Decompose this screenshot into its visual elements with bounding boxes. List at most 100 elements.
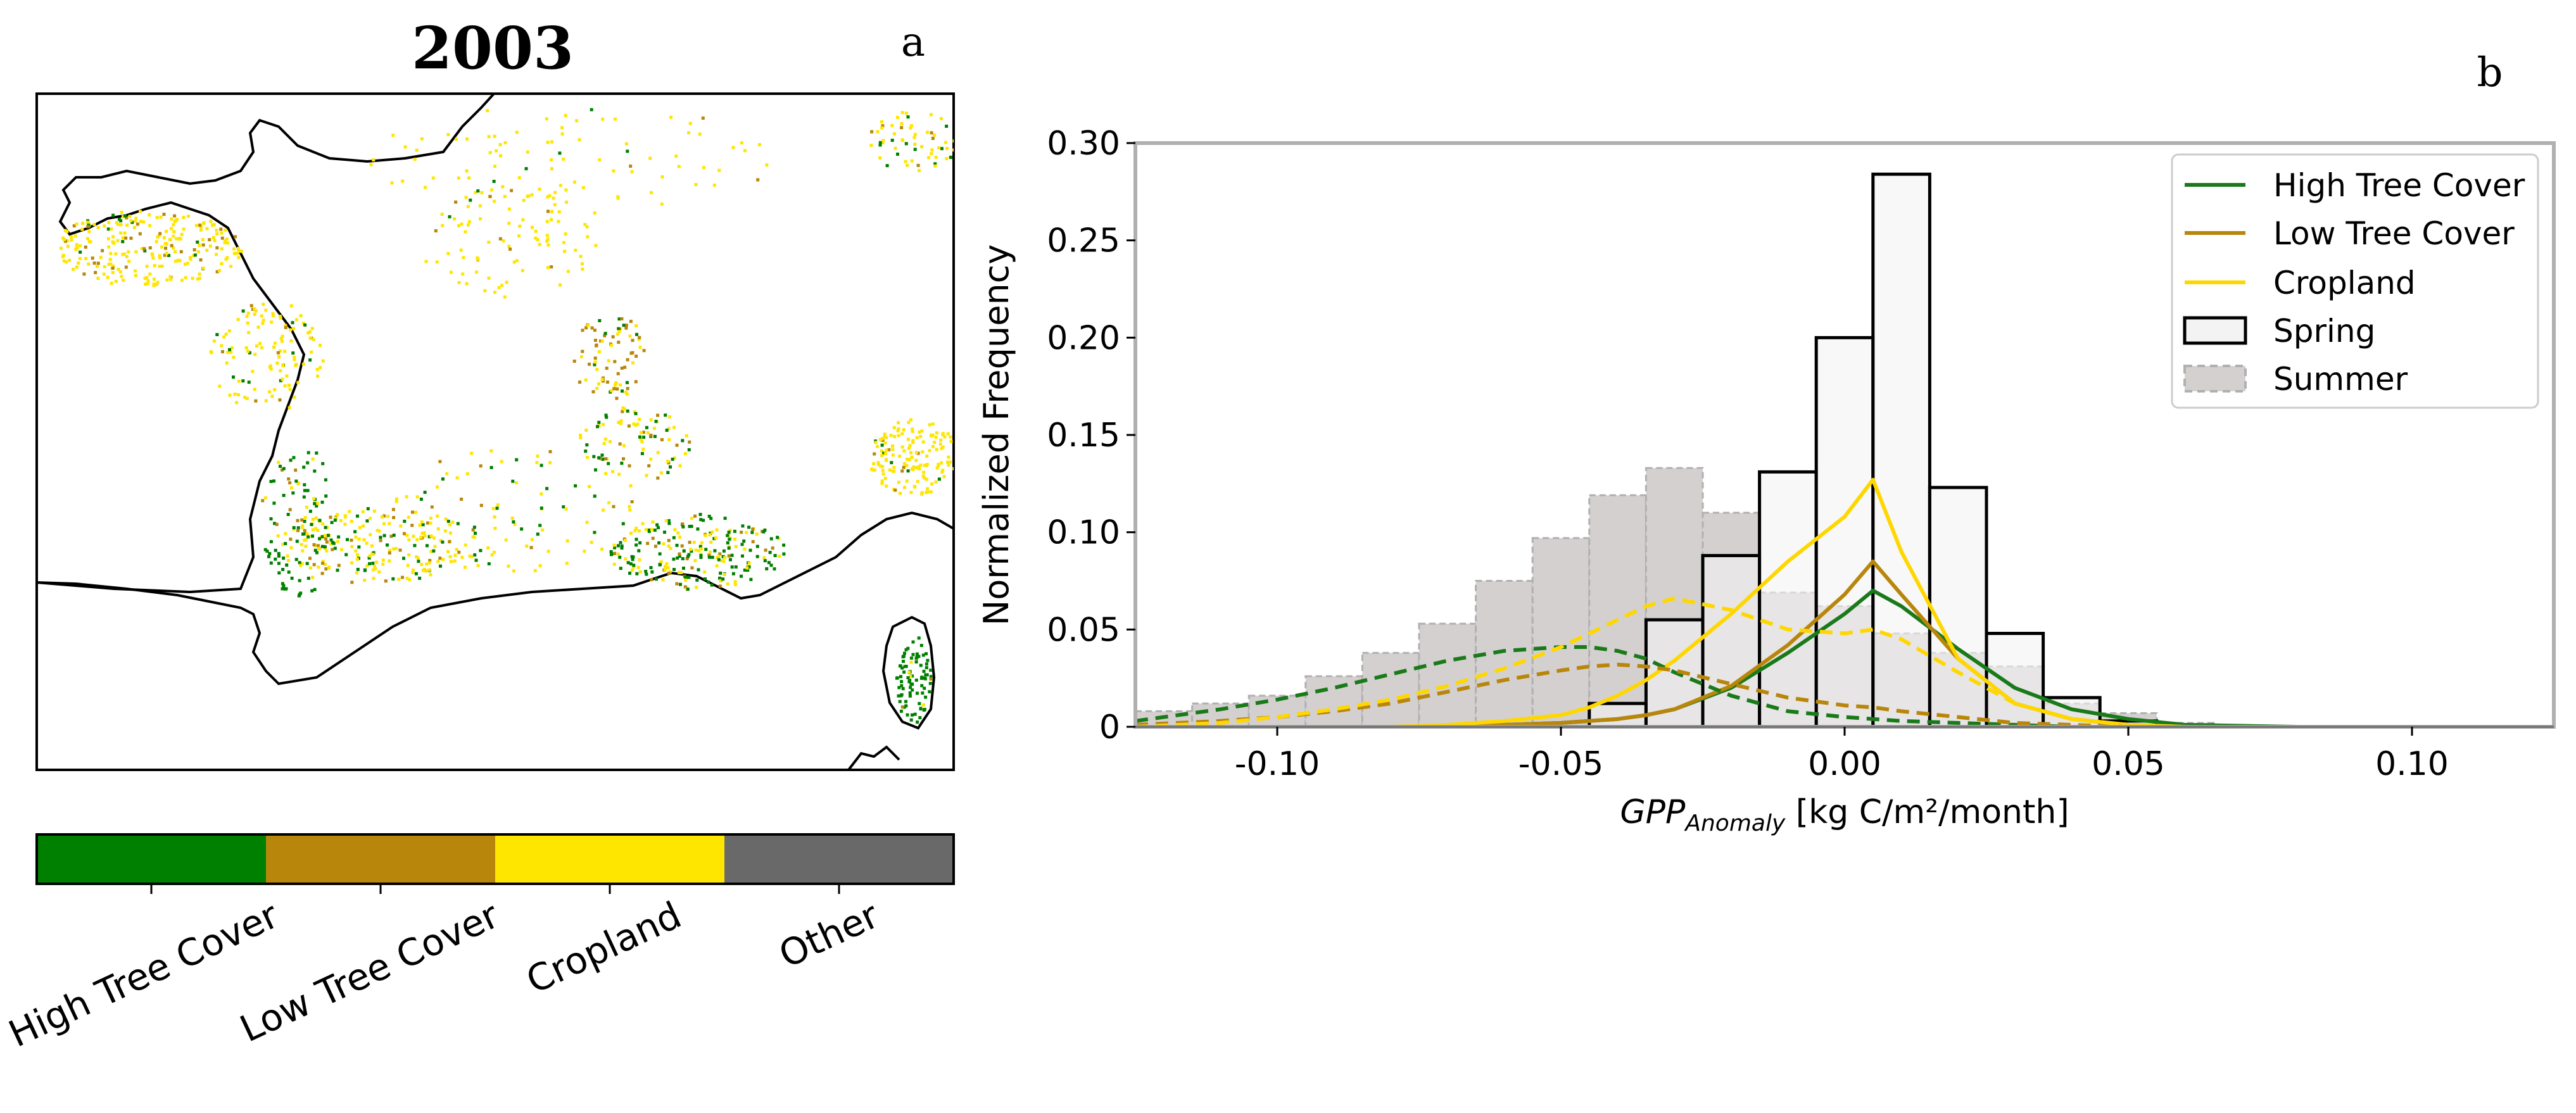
- map-pixel: [695, 578, 699, 582]
- map-pixel: [392, 533, 396, 537]
- map-pixel: [96, 261, 100, 265]
- map-pixel: [579, 434, 583, 437]
- colorbar-segment-low-tree-cover: [266, 834, 495, 884]
- map-pixel: [900, 111, 904, 115]
- map-pixel: [512, 520, 515, 524]
- map-pixel: [926, 490, 930, 494]
- map-pixel: [682, 567, 685, 570]
- map-pixel: [624, 142, 628, 146]
- map-pixel: [933, 134, 937, 137]
- map-pixel: [940, 470, 944, 474]
- map-pixel: [261, 322, 265, 325]
- map-pixel: [148, 213, 151, 217]
- map-pixel: [619, 422, 622, 425]
- map-pixel: [308, 566, 312, 570]
- map-pixel: [881, 465, 885, 468]
- map-pixel: [436, 514, 439, 518]
- map-pixel: [628, 508, 632, 512]
- map-pixel: [265, 550, 269, 553]
- map-pixel: [919, 707, 923, 711]
- map-pixel: [381, 558, 385, 562]
- map-pixel: [530, 538, 534, 541]
- map-pixel: [550, 218, 553, 222]
- map-pixel: [479, 464, 483, 468]
- map-pixel: [618, 555, 622, 559]
- map-pixel: [564, 188, 568, 192]
- map-pixel: [367, 556, 371, 560]
- map-pixel: [900, 445, 904, 449]
- map-pixel: [365, 564, 369, 568]
- map-pixel: [91, 256, 94, 260]
- map-pixel: [269, 480, 273, 483]
- map-pixel: [565, 539, 569, 543]
- map-pixel: [490, 553, 494, 556]
- map-pixel: [323, 534, 327, 538]
- map-pixel: [564, 114, 567, 118]
- map-pixel: [712, 537, 716, 541]
- map-pixel: [170, 217, 174, 221]
- panel-b-label: b: [2477, 49, 2503, 96]
- map-pixel: [910, 159, 914, 163]
- map-pixel: [687, 448, 691, 451]
- map-pixel: [633, 410, 636, 413]
- map-pixel: [110, 227, 113, 231]
- map-pixel: [220, 344, 224, 348]
- map-pixel: [384, 579, 388, 583]
- map-pixel: [531, 225, 534, 229]
- map-pixel: [106, 275, 110, 279]
- map-pixel: [169, 277, 173, 281]
- map-pixel: [941, 433, 945, 436]
- map-pixel: [319, 344, 322, 347]
- map-pixel: [881, 139, 885, 142]
- map-pixel: [469, 198, 472, 202]
- map-pixel: [313, 501, 317, 505]
- map-pixel: [902, 705, 906, 709]
- x-tick-label: 0.10: [2375, 745, 2449, 783]
- map-pixel: [898, 700, 902, 703]
- map-pixel: [430, 505, 434, 509]
- map-pixel: [672, 568, 676, 571]
- map-pixel: [246, 311, 250, 315]
- map-pixel: [159, 215, 163, 219]
- map-pixel: [258, 342, 262, 345]
- map-pixel: [593, 363, 597, 367]
- map-pixel: [377, 529, 381, 533]
- map-pixel: [631, 361, 635, 365]
- map-pixel: [174, 260, 177, 263]
- map-pixel: [368, 554, 372, 558]
- map-pixel: [289, 339, 293, 343]
- map-pixel: [928, 690, 931, 694]
- map-pixel: [468, 554, 472, 558]
- map-pixel: [881, 468, 885, 472]
- map-pixel: [649, 434, 653, 437]
- map-pixel: [127, 260, 131, 263]
- map-coastline-italy: [847, 745, 900, 770]
- map-pixel: [585, 225, 589, 229]
- map-pixel: [906, 115, 910, 119]
- map-pixel: [929, 113, 933, 116]
- spring-bar: [1871, 172, 1931, 729]
- map-pixel: [72, 267, 75, 271]
- map-pixel: [391, 508, 395, 512]
- map-pixel: [917, 465, 921, 469]
- map-pixel: [451, 520, 455, 524]
- map-pixel: [311, 457, 315, 461]
- map-pixel: [614, 382, 617, 386]
- map-pixel: [618, 383, 622, 387]
- map-pixel: [525, 544, 529, 548]
- map-pixel: [189, 256, 192, 260]
- map-pixel: [312, 563, 316, 567]
- map-pixel: [620, 367, 624, 370]
- map-pixel: [699, 554, 703, 557]
- map-pixel: [305, 532, 309, 536]
- map-pixel: [235, 401, 239, 405]
- map-pixel: [165, 230, 168, 233]
- map-pixel: [536, 532, 540, 536]
- map-pixel: [464, 543, 467, 547]
- map-pixel: [160, 265, 164, 268]
- map-pixel: [305, 505, 308, 509]
- map-pixel: [238, 249, 241, 253]
- map-pixel: [198, 244, 201, 248]
- map-pixel: [622, 407, 626, 411]
